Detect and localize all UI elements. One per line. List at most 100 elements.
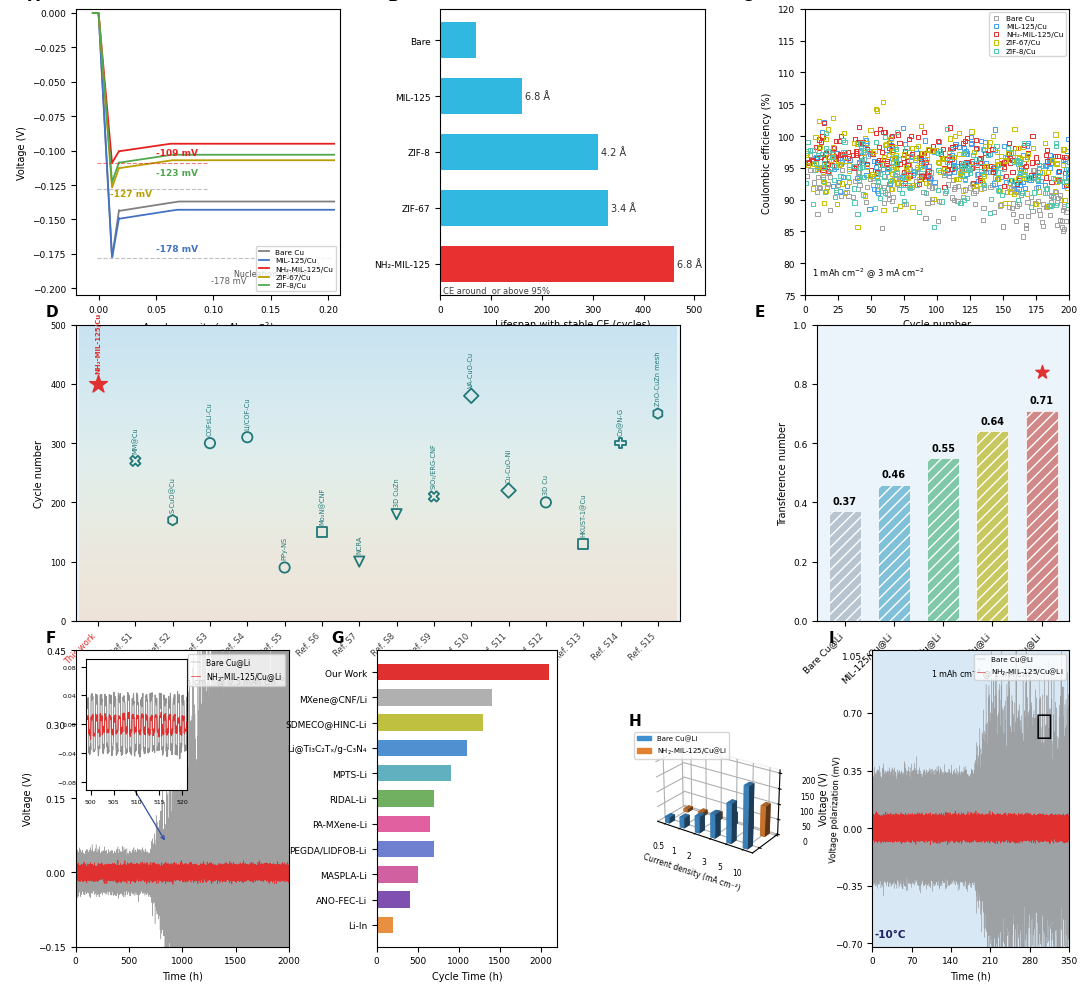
NH₂-MIL-125/Cu (972, 172, 989, 187)
Bare Cu (1055, 222, 1072, 238)
Bare Cu (1054, 224, 1071, 240)
ZIF-8/Cu (849, 206, 866, 222)
NH₂-MIL-125/Cu (915, 125, 932, 141)
Bare Cu (1005, 182, 1023, 198)
MIL-125/Cu (885, 143, 902, 159)
ZIF-67/Cu (1047, 172, 1064, 187)
Bare Cu (1052, 188, 1069, 204)
Bare Cu (1031, 207, 1049, 223)
ZIF-67/Cu (1003, 173, 1021, 188)
NH₂-MIL-125/Cu (1050, 164, 1067, 179)
ZIF-8/Cu (845, 181, 862, 197)
ZIF-8/Cu (903, 149, 920, 165)
ZIF-67/Cu (953, 168, 970, 183)
ZIF-67/Cu (907, 151, 924, 167)
MIL-125/Cu (1055, 179, 1072, 195)
ZIF-8/Cu (932, 145, 949, 161)
MIL-125/Cu (941, 166, 958, 181)
X-axis label: Time (h): Time (h) (950, 971, 991, 981)
NH₂-MIL-125/Cu (1028, 151, 1045, 167)
Bare Cu (920, 178, 937, 194)
ZIF-67/Cu (899, 171, 916, 186)
Bare Cu (967, 183, 984, 199)
NH₂-MIL-125/Cu (883, 143, 901, 159)
Bare Cu (949, 178, 967, 194)
ZIF-67/Cu (928, 143, 945, 159)
MIL-125/Cu (866, 181, 883, 197)
NH₂-MIL-125/Cu (1008, 176, 1025, 192)
NH₂-MIL-125/Cu (932, 147, 949, 163)
NH₂-MIL-125/Cu (831, 134, 848, 150)
Point (313, 525, 330, 540)
Bare Cu (814, 170, 832, 185)
ZIF-8/Cu (248, 150, 261, 162)
ZIF-67/Cu (942, 131, 959, 147)
NH$_2$-MIL-125/Cu@Li (1052, 828, 1065, 840)
NH₂-MIL-125/Cu (1057, 150, 1075, 166)
MIL-125/Cu (904, 168, 921, 183)
ZIF-67/Cu (327, 155, 340, 167)
MIL-125/Cu (878, 142, 895, 158)
NH₂-MIL-125/Cu (953, 162, 970, 177)
Bar (878, 485, 910, 621)
Bare Cu (875, 180, 892, 196)
NH₂-MIL-125/Cu (891, 136, 908, 152)
Bare Cu (106, 251, 119, 263)
Point (1034, 365, 1051, 381)
MIL-125/Cu (1011, 177, 1028, 193)
X-axis label: Areal capacity (mAh cm$^{-2}$): Areal capacity (mAh cm$^{-2}$) (141, 320, 274, 336)
ZIF-67/Cu (856, 189, 874, 205)
ZIF-67/Cu (932, 165, 949, 180)
NH₂-MIL-125/Cu (934, 142, 951, 158)
MIL-125/Cu (1010, 181, 1027, 197)
ZIF-8/Cu (888, 167, 905, 182)
Bare Cu (809, 184, 826, 200)
NH$_2$-MIL-125/Cu@Li (195, 872, 208, 883)
ZIF-8/Cu (973, 164, 990, 179)
Text: Mo₂N@CNF: Mo₂N@CNF (319, 487, 325, 525)
ZIF-67/Cu (892, 172, 909, 187)
ZIF-67/Cu (946, 150, 963, 166)
ZIF-67/Cu (885, 160, 902, 176)
ZIF-8/Cu (1029, 168, 1047, 183)
ZIF-67/Cu (997, 195, 1014, 211)
NH₂-MIL-125/Cu (1023, 169, 1040, 184)
MIL-125/Cu (906, 153, 923, 169)
ZIF-67/Cu (968, 178, 985, 194)
MIL-125/Cu (968, 141, 985, 157)
MIL-125/Cu (970, 174, 987, 189)
MIL-125/Cu (858, 159, 875, 175)
NH₂-MIL-125/Cu (327, 139, 340, 151)
ZIF-67/Cu (936, 152, 954, 168)
Bare Cu (945, 211, 962, 227)
ZIF-8/Cu (886, 202, 903, 218)
NH₂-MIL-125/Cu (845, 148, 862, 164)
NH₂-MIL-125/Cu (848, 144, 865, 160)
Point (462, 388, 480, 404)
MIL-125/Cu (962, 137, 980, 153)
Bare Cu (1038, 199, 1055, 215)
ZIF-67/Cu (904, 200, 921, 216)
Point (500, 483, 517, 499)
ZIF-67/Cu (1047, 127, 1064, 143)
MIL-125/Cu (987, 143, 1004, 159)
ZIF-67/Cu (1048, 157, 1065, 173)
ZIF-8/Cu (1029, 173, 1047, 188)
NH₂-MIL-125/Cu (983, 159, 1000, 175)
Y-axis label: Voltage (V): Voltage (V) (820, 772, 829, 825)
NH₂-MIL-125/Cu (827, 134, 845, 150)
NH₂-MIL-125/Cu (929, 134, 946, 150)
ZIF-8/Cu (853, 160, 870, 176)
ZIF-8/Cu (1015, 164, 1032, 179)
ZIF-8/Cu (813, 147, 831, 163)
ZIF-8/Cu (819, 144, 836, 160)
ZIF-67/Cu (859, 161, 876, 176)
ZIF-8/Cu (846, 159, 863, 175)
Bare Cu (869, 167, 887, 182)
ZIF-67/Cu (918, 148, 935, 164)
Bare Cu (845, 160, 862, 176)
ZIF-67/Cu (993, 149, 1010, 165)
Legend: Bare Cu, MIL-125/Cu, NH₂-MIL-125/Cu, ZIF-67/Cu, ZIF-8/Cu: Bare Cu, MIL-125/Cu, NH₂-MIL-125/Cu, ZIF… (256, 246, 336, 292)
ZIF-67/Cu (1014, 140, 1031, 156)
ZIF-67/Cu (1043, 153, 1061, 169)
